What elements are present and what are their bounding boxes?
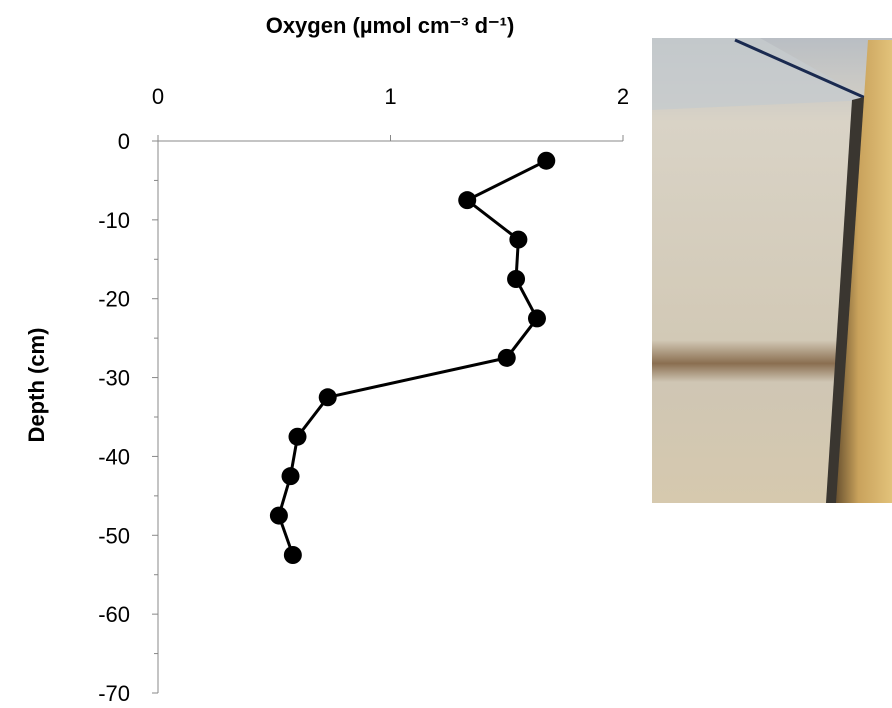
data-point: [284, 546, 302, 564]
y-tick-label: -10: [98, 208, 130, 233]
chart: Oxygen (µmol cm⁻³ d⁻¹) Depth (cm) 0 1 2 0 -1…: [0, 0, 892, 708]
data-point: [537, 152, 555, 170]
page: Oxygen (µmol cm⁻³ d⁻¹) Depth (cm) 0 1 2 0 -1…: [0, 0, 892, 708]
data-point: [282, 467, 300, 485]
x-tick-label: 2: [617, 84, 629, 109]
y-tick-label: -60: [98, 602, 130, 627]
data-point: [509, 231, 527, 249]
y-axis-label: Depth (cm): [24, 328, 49, 443]
y-tick-label: -50: [98, 523, 130, 548]
y-tick-label: -20: [98, 287, 130, 312]
data-point: [498, 349, 516, 367]
photo: [652, 38, 892, 503]
y-tick-label: -40: [98, 444, 130, 469]
data-point: [319, 388, 337, 406]
data-point: [289, 428, 307, 446]
x-tick-label: 1: [384, 84, 396, 109]
data-point: [270, 507, 288, 525]
y-tick-label: -70: [98, 681, 130, 706]
data-point: [507, 270, 525, 288]
chart-title: Oxygen (µmol cm⁻³ d⁻¹): [266, 13, 515, 38]
data-point: [528, 309, 546, 327]
data-point: [458, 191, 476, 209]
x-tick-label: 0: [152, 84, 164, 109]
y-tick-label: -30: [98, 366, 130, 391]
y-tick-label: 0: [118, 129, 130, 154]
